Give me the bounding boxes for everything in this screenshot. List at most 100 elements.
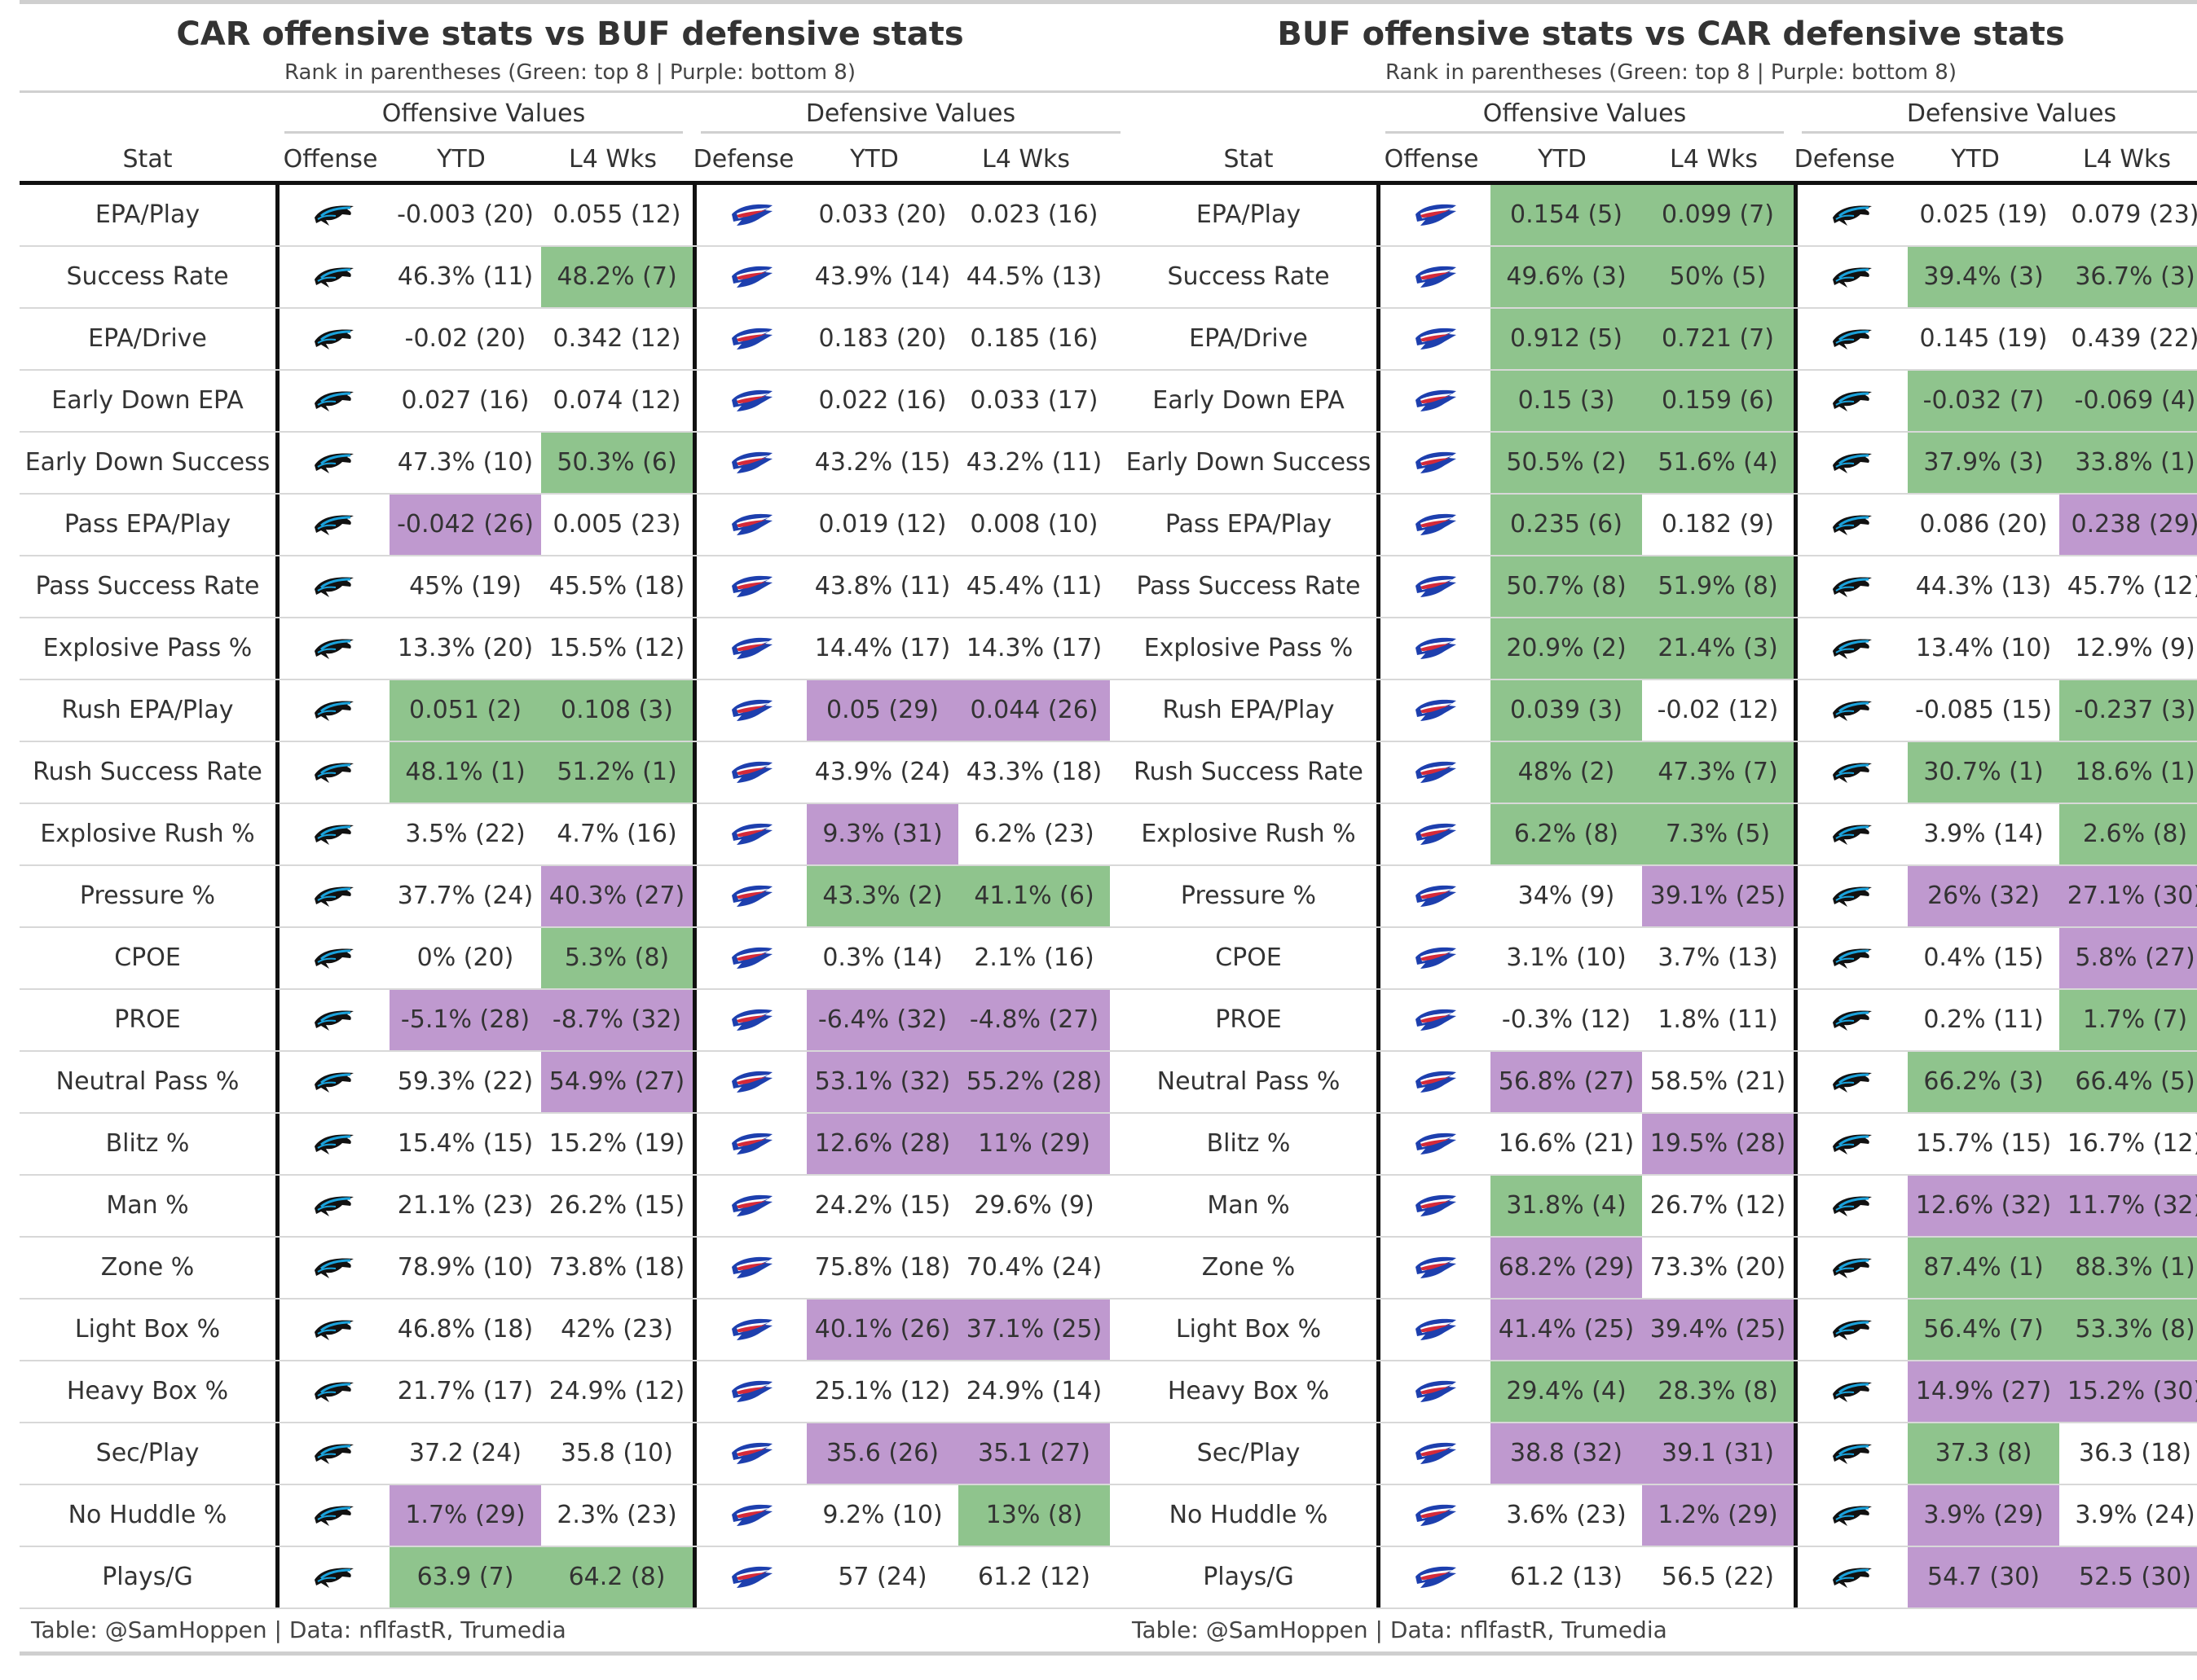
table-row-epa-drive: EPA/Drive -0.02 (20) 0.342 (12) 0.183 (20) 0…	[20, 309, 1121, 371]
offense-l4-value: 2.3% (23)	[557, 1501, 677, 1529]
defense-l4-value: 24.9% (14)	[966, 1377, 1103, 1405]
stat-name: PROE	[1215, 1005, 1282, 1034]
defense-l4-value: 33.8% (1)	[2059, 433, 2197, 493]
defense-team-cell	[693, 866, 807, 926]
defense-team-cell	[1794, 1300, 1908, 1360]
offense-team-cell	[1376, 371, 1490, 431]
defense-l4-value: 15.2% (30)	[2059, 1361, 2197, 1422]
defense-ytd-value: -0.085 (15)	[1915, 696, 2052, 724]
bills-logo-icon	[1412, 263, 1460, 291]
defense-ytd-value: 0.145 (19)	[1919, 324, 2048, 353]
bills-logo-icon	[1412, 1006, 1460, 1034]
offense-ytd-column-header: YTD	[1538, 145, 1587, 174]
offense-ytd-value: 1.7% (29)	[390, 1485, 541, 1546]
bills-logo-icon	[729, 759, 776, 786]
offense-ytd-value: 16.6% (21)	[1498, 1129, 1635, 1158]
offensive-values-label: Offensive Values	[1482, 99, 1687, 128]
defense-team-cell	[1794, 618, 1908, 679]
table-row-cpoe: CPOE 3.1% (10) 3.7% (13) 0.4% (15) 5.8% (27)	[1121, 928, 2197, 990]
table-row-early-down-success: Early Down Success 47.3% (10) 50.3% (6) 43.…	[20, 433, 1121, 495]
offense-l4-value: 50.3% (6)	[541, 433, 693, 493]
bills-logo-icon	[729, 511, 776, 539]
defense-ytd-value: 12.6% (28)	[807, 1114, 958, 1174]
offense-ytd-value: 68.2% (29)	[1490, 1238, 1642, 1298]
defense-l4-value: 0.023 (16)	[970, 200, 1098, 229]
defense-l4-value: 0.079 (23)	[2071, 200, 2197, 229]
offense-ytd-value: 41.4% (25)	[1490, 1300, 1642, 1360]
defense-l4-value: 88.3% (1)	[2059, 1238, 2197, 1298]
defense-l4-value: 43.2% (11)	[966, 448, 1103, 477]
offense-ytd-value: 63.9 (7)	[390, 1547, 541, 1607]
bills-logo-icon	[729, 635, 776, 662]
stat-name: Early Down Success	[1125, 448, 1371, 477]
offensive-values-rule	[1385, 131, 1784, 134]
defense-l4-value: 66.4% (5)	[2059, 1052, 2197, 1112]
stat-name: Man %	[106, 1191, 189, 1220]
defense-l4-value: 6.2% (23)	[974, 820, 1094, 848]
bills-logo-icon	[729, 1068, 776, 1096]
offense-l4-value: 73.8% (18)	[548, 1253, 685, 1282]
table-row-early-down-success: Early Down Success 50.5% (2) 51.6% (4) 37.9…	[1121, 433, 2197, 495]
offense-column-header: Offense	[1384, 145, 1479, 174]
defense-ytd-value: 57 (24)	[838, 1563, 927, 1591]
bills-logo-icon	[1412, 820, 1460, 848]
bills-logo-icon	[729, 882, 776, 910]
offense-team-cell	[275, 1547, 390, 1607]
stat-name: EPA/Play	[1195, 200, 1301, 229]
stat-name: Explosive Pass %	[1143, 634, 1354, 662]
bills-logo-icon	[1412, 511, 1460, 539]
offense-ytd-column-header: YTD	[437, 145, 486, 174]
panthers-logo-icon	[311, 1316, 359, 1344]
bills-logo-icon	[729, 325, 776, 353]
table-row-heavy-box: Heavy Box % 29.4% (4) 28.3% (8) 14.9% (27) 1…	[1121, 1361, 2197, 1423]
offense-team-cell	[1376, 1052, 1490, 1112]
stat-column-header: Stat	[122, 145, 173, 174]
panthers-logo-icon	[311, 1068, 359, 1096]
defense-ytd-value: -6.4% (32)	[807, 990, 958, 1050]
offense-team-cell	[275, 1485, 390, 1546]
defense-l4-value: 0.033 (17)	[970, 386, 1098, 415]
defense-l4-value: 45.7% (12)	[2067, 572, 2197, 600]
offense-team-cell	[275, 866, 390, 926]
defense-team-cell	[1794, 1052, 1908, 1112]
offense-ytd-value: 78.9% (10)	[397, 1253, 534, 1282]
offensive-values-label: Offensive Values	[381, 99, 586, 128]
offense-team-cell	[1376, 928, 1490, 988]
bills-logo-icon	[729, 1502, 776, 1529]
offense-l4-value: 58.5% (21)	[1649, 1067, 1786, 1096]
defense-l4-value: 18.6% (1)	[2059, 742, 2197, 803]
offense-ytd-value: 49.6% (3)	[1490, 247, 1642, 307]
offense-ytd-value: -5.1% (28)	[390, 990, 541, 1050]
defense-ytd-value: 53.1% (32)	[807, 1052, 958, 1112]
offense-ytd-value: 45% (19)	[409, 572, 522, 600]
table-row-pass-epa-play: Pass EPA/Play -0.042 (26) 0.005 (23) 0.019 …	[20, 495, 1121, 556]
bills-logo-icon	[1412, 1130, 1460, 1158]
offense-team-cell	[275, 1423, 390, 1484]
bills-logo-icon	[729, 1192, 776, 1220]
bills-logo-icon	[1412, 449, 1460, 477]
bills-logo-icon	[729, 1378, 776, 1405]
offense-ytd-value: 3.5% (22)	[405, 820, 526, 848]
stat-name: EPA/Drive	[1189, 324, 1308, 353]
stat-name: Man %	[1207, 1191, 1290, 1220]
header-rule	[20, 90, 1121, 93]
defense-ytd-value: 12.6% (32)	[1908, 1176, 2059, 1236]
table-row-explosive-rush: Explosive Rush % 6.2% (8) 7.3% (5) 3.9% (14…	[1121, 804, 2197, 866]
offense-ytd-value: 0.051 (2)	[390, 680, 541, 741]
offense-team-cell	[1376, 247, 1490, 307]
offense-team-cell	[275, 495, 390, 555]
defense-ytd-value: 0.183 (20)	[818, 324, 947, 353]
panthers-logo-icon	[1829, 387, 1877, 415]
defense-team-cell	[1794, 1361, 1908, 1422]
defense-ytd-value: 25.1% (12)	[814, 1377, 951, 1405]
panthers-logo-icon	[311, 820, 359, 848]
defense-l4-value: 0.238 (29)	[2059, 495, 2197, 555]
defense-l4-value: 61.2 (12)	[978, 1563, 1090, 1591]
bills-logo-icon	[729, 263, 776, 291]
defense-column-header: Defense	[1794, 145, 1895, 174]
table-row-early-down-epa: Early Down EPA 0.15 (3) 0.159 (6) -0.032 (7…	[1121, 371, 2197, 433]
stat-name: Rush Success Rate	[1134, 758, 1363, 786]
bills-logo-icon	[1412, 697, 1460, 724]
table-row-success-rate: Success Rate 49.6% (3) 50% (5) 39.4% (3) 36.…	[1121, 247, 2197, 309]
defense-l4-value: 45.4% (11)	[966, 572, 1103, 600]
